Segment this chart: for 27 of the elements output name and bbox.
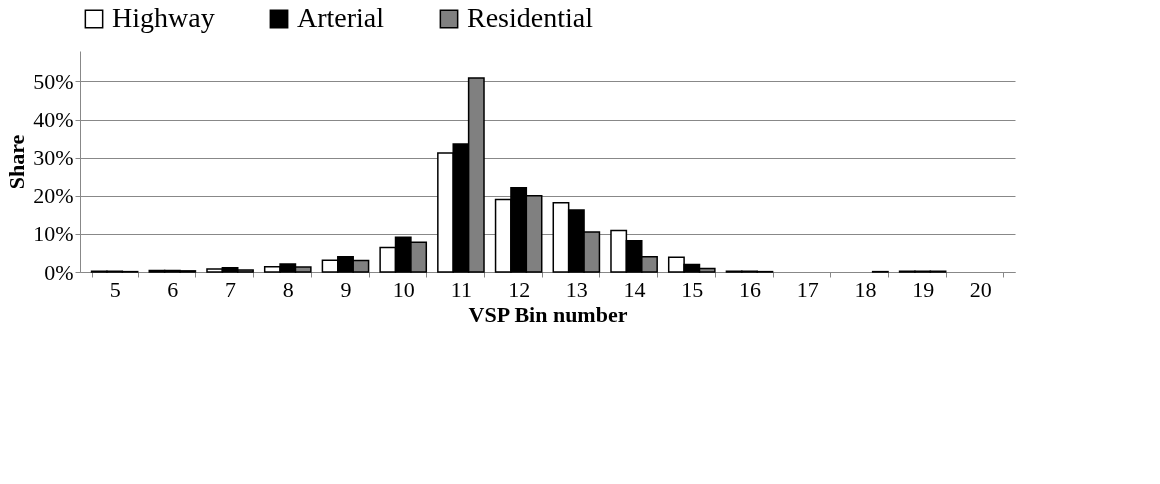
x-tick-label: 5 xyxy=(109,276,121,302)
y-tick-label: 40% xyxy=(33,107,74,133)
x-tick-label: 16 xyxy=(739,276,762,302)
legend-label: Highway xyxy=(112,2,215,33)
legend-label: Residential xyxy=(467,2,594,33)
x-tick-label: 18 xyxy=(854,276,877,302)
x-tick-label: 9 xyxy=(340,276,352,302)
y-tick-label: 50% xyxy=(33,68,74,94)
legend-label: Arterial xyxy=(297,2,385,33)
x-tick-label: 14 xyxy=(623,276,646,302)
x-tick-label: 19 xyxy=(912,276,935,302)
y-axis-title: Share xyxy=(4,134,30,190)
x-tick-label: 20 xyxy=(969,276,992,302)
x-tick-label: 10 xyxy=(392,276,415,302)
x-tick-label: 6 xyxy=(167,276,179,302)
y-tick-label: 20% xyxy=(33,183,74,209)
x-tick-label: 15 xyxy=(681,276,704,302)
x-tick-label: 7 xyxy=(225,276,237,302)
x-tick-label: 13 xyxy=(565,276,588,302)
y-tick-label: 0% xyxy=(44,259,74,285)
x-tick-label: 12 xyxy=(508,276,531,302)
y-tick-label: 30% xyxy=(33,145,74,171)
x-tick-label: 11 xyxy=(450,276,473,302)
x-tick-label: 8 xyxy=(282,276,294,302)
x-tick-label: 17 xyxy=(796,276,819,302)
x-axis-title: VSP Bin number xyxy=(468,301,628,327)
y-tick-label: 10% xyxy=(33,221,74,247)
